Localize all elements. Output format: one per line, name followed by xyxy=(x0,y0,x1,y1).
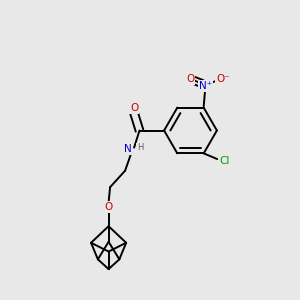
Text: N⁺: N⁺ xyxy=(199,81,212,91)
Text: H: H xyxy=(137,143,143,152)
Text: N: N xyxy=(124,144,131,154)
Text: O: O xyxy=(104,202,113,212)
Text: O⁻: O⁻ xyxy=(216,74,230,83)
Text: Cl: Cl xyxy=(219,156,229,166)
Text: O: O xyxy=(130,103,138,113)
Text: O: O xyxy=(186,74,194,83)
